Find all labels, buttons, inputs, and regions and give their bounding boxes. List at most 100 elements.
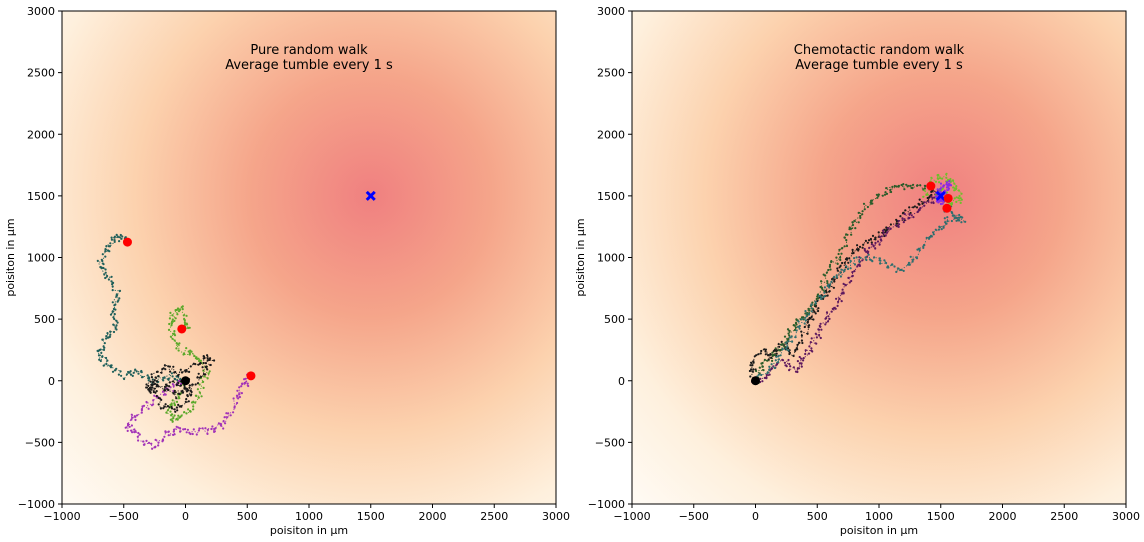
walk-step-point [828, 265, 832, 268]
walk-step-point [810, 307, 813, 310]
walk-step-point [826, 284, 829, 287]
walk-step-point [187, 408, 190, 411]
walk-step-point [140, 411, 143, 414]
walk-step-point [233, 405, 236, 408]
walk-step-point [958, 213, 961, 217]
walk-step-point [765, 376, 768, 379]
walk-step-point [172, 332, 175, 335]
walk-step-point [954, 188, 958, 191]
walk-step-point [125, 373, 128, 376]
chart-title: Chemotactic random walk [794, 43, 965, 58]
walk-step-point [184, 428, 187, 431]
walk-step-point [895, 185, 898, 188]
walk-step-point [858, 245, 862, 248]
walk-step-point [199, 361, 202, 365]
walk-step-point [112, 316, 115, 319]
y-tick-label: 3000 [597, 5, 625, 18]
walk-step-point [941, 187, 944, 190]
walk-step-point [787, 332, 790, 335]
walk-step-point [117, 299, 120, 302]
walk-step-point [197, 363, 200, 366]
walk-step-point [170, 405, 173, 409]
walk-step-point [150, 373, 153, 376]
walk-step-point [162, 379, 165, 382]
walk-step-point [198, 427, 201, 430]
walk-step-point [145, 400, 148, 404]
walk-step-point [187, 389, 190, 392]
walk-step-point [185, 412, 188, 415]
walk-step-point [947, 187, 951, 190]
walk-step-point [109, 242, 112, 245]
walk-step-point [171, 413, 174, 416]
walk-step-point [916, 184, 919, 187]
walk-step-point [899, 215, 902, 218]
walk-step-point [923, 184, 927, 187]
walk-step-point [885, 261, 888, 265]
walk-step-point [814, 300, 817, 303]
walk-step-point [869, 201, 872, 204]
walk-step-point [755, 354, 758, 357]
y-tick-label: 1500 [597, 190, 625, 203]
walk-step-point [895, 222, 898, 225]
walk-step-point [761, 380, 764, 383]
walk-step-point [870, 243, 874, 246]
walk-step-point [152, 383, 155, 386]
walk-step-point [186, 323, 189, 326]
walk-step-point [147, 388, 150, 391]
walk-step-point [206, 354, 209, 357]
walk-step-point [115, 293, 118, 296]
walk-step-point [942, 185, 945, 188]
walk-step-point [236, 389, 239, 392]
endpoint-marker [942, 203, 952, 213]
walk-step-point [908, 213, 911, 216]
walk-step-point [112, 330, 116, 334]
walk-step-point [781, 347, 784, 350]
walk-step-point [173, 402, 176, 405]
walk-step-point [876, 240, 880, 243]
walk-step-point [861, 213, 864, 216]
walk-step-point [110, 275, 113, 278]
walk-step-point [842, 291, 845, 294]
walk-step-point [829, 268, 832, 271]
x-tick-label: −1000 [613, 510, 650, 523]
walk-step-point [238, 386, 241, 389]
walk-step-point [118, 236, 121, 239]
x-tick-label: −1000 [43, 510, 80, 523]
walk-step-point [179, 368, 182, 371]
y-tick-label: 2000 [27, 128, 55, 141]
walk-step-point [175, 406, 178, 409]
walk-step-point [843, 261, 846, 264]
walk-step-point [755, 369, 758, 373]
walk-step-point [185, 431, 188, 434]
walk-step-point [104, 271, 107, 274]
y-tick-label: −500 [25, 436, 55, 449]
x-tick-label: 500 [807, 510, 828, 523]
walk-step-point [838, 248, 841, 251]
walk-step-point [811, 350, 814, 353]
walk-step-point [223, 416, 226, 419]
walk-step-point [796, 360, 800, 363]
walk-step-point [881, 229, 885, 232]
walk-step-point [843, 236, 847, 239]
walk-step-point [816, 299, 819, 303]
walk-step-point [208, 370, 211, 373]
walk-step-point [162, 390, 165, 393]
walk-step-point [790, 335, 793, 338]
walk-step-point [106, 332, 109, 335]
walk-step-point [760, 373, 763, 377]
x-tick-label: 1500 [927, 510, 955, 523]
walk-step-point [109, 365, 112, 368]
walk-step-point [235, 394, 239, 397]
walk-step-point [919, 184, 922, 187]
walk-step-point [804, 352, 807, 356]
walk-step-point [912, 216, 915, 219]
walk-step-point [172, 365, 175, 368]
walk-step-point [858, 260, 861, 263]
walk-step-point [854, 227, 857, 230]
walk-step-point [840, 292, 843, 295]
walk-step-point [121, 235, 124, 238]
walk-step-point [872, 244, 875, 247]
walk-step-point [147, 379, 150, 382]
walk-step-point [210, 427, 213, 431]
walk-step-point [836, 267, 839, 270]
